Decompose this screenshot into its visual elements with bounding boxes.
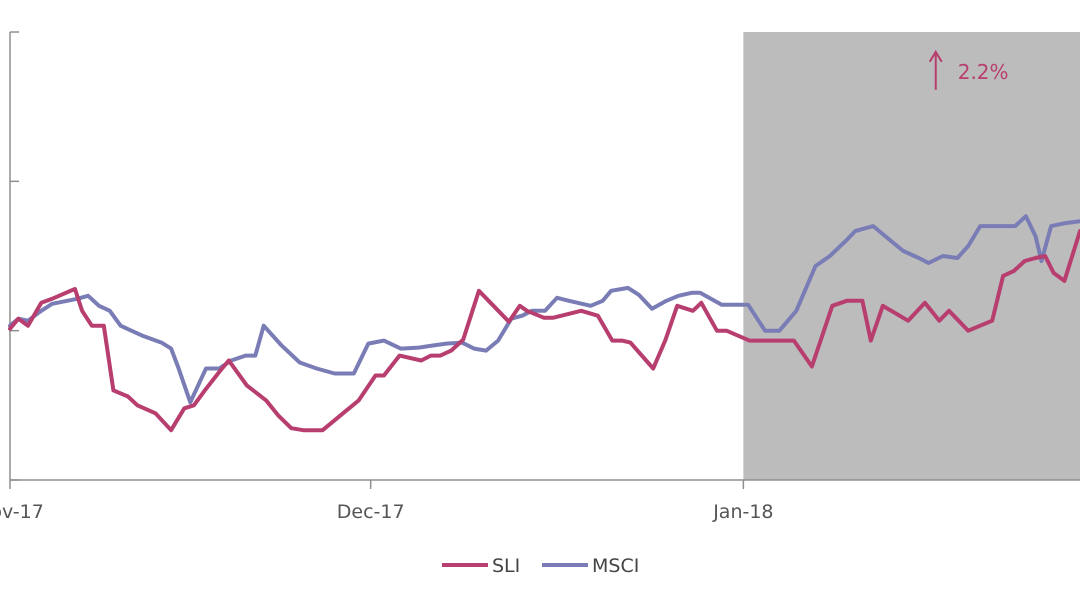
x-tick-label-0: Nov-17: [0, 501, 44, 523]
series-line-sli: [8, 229, 1080, 433]
series-line-msci: [8, 214, 1080, 405]
legend-label-msci: MSCI: [592, 555, 639, 577]
legend-item-msci: MSCI: [542, 555, 639, 577]
legend-label-sli: SLI: [492, 555, 520, 577]
annotation-label: 2.2%: [958, 60, 1009, 84]
annotation-group: 2.2%: [928, 49, 1009, 90]
x-tick-label-1: Dec-17: [337, 501, 405, 523]
arrow-head-icon: [928, 49, 943, 63]
legend-item-sli: SLI: [442, 555, 520, 577]
x-tick-label-2: Jan-18: [712, 501, 773, 523]
